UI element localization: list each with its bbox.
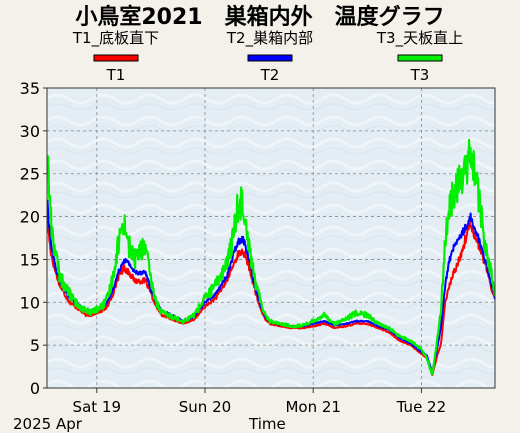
- y-tick-label-4: 20: [20, 208, 40, 227]
- chart-title: 小鳥室2021 巣箱内外 温度グラフ: [75, 4, 444, 30]
- y-tick-label-7: 35: [20, 79, 40, 98]
- x-tick-label-3: Tue 22: [396, 398, 446, 416]
- x-tick-label-2: Mon 21: [285, 398, 340, 416]
- series-line-t1: [47, 213, 495, 376]
- legend-short-t3: T3: [410, 66, 430, 84]
- x-tick-label-1: Sun 20: [179, 398, 231, 416]
- legend-name-t2: T2_巣箱内部: [226, 29, 313, 48]
- x-axis: Sat 19 Sun 20 Mon 21 Tue 22: [73, 388, 446, 416]
- legend-name-t3: T3_天板直上: [376, 29, 463, 48]
- y-tick-label-6: 30: [20, 122, 40, 141]
- y-tick-label-5: 25: [20, 165, 40, 184]
- series-line-t3: [47, 138, 495, 376]
- y-tick-label-3: 15: [20, 250, 40, 269]
- plot-frame: [46, 87, 496, 389]
- series-lines: [47, 138, 495, 376]
- legend-short-t2: T2: [260, 66, 280, 84]
- y-tick-label-2: 10: [20, 293, 40, 312]
- legend-swatch-t1: [93, 54, 139, 62]
- legend: T1_底板直下 T1 T2_巣箱内部 T2 T3_天板直上 T3: [72, 29, 463, 84]
- y-tick-label-1: 5: [30, 336, 40, 355]
- legend-swatch-t2: [247, 54, 293, 62]
- x-tick-label-0: Sat 19: [73, 398, 121, 416]
- grid: [47, 88, 495, 388]
- plot-area: [47, 88, 495, 388]
- legend-short-t1: T1: [106, 66, 126, 84]
- y-tick-label-0: 0: [30, 379, 40, 398]
- x-range-start-label: 2025 Apr: [13, 415, 83, 433]
- legend-name-t1: T1_底板直下: [72, 29, 159, 48]
- legend-swatch-t3: [397, 54, 443, 62]
- x-axis-title: Time: [248, 415, 286, 433]
- y-axis: 0 5 10 15 20 25 30 35: [20, 79, 47, 398]
